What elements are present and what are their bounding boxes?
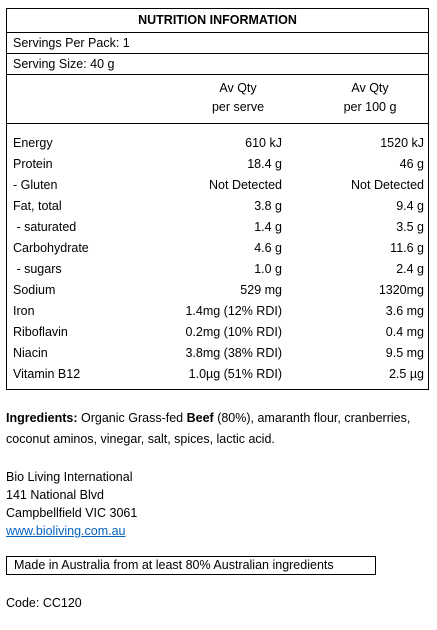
company-name: Bio Living International: [6, 470, 133, 484]
nutrient-row: - sugars 1.0 g 2.4 g: [7, 259, 428, 280]
per-100g-value: 3.5 g: [396, 220, 424, 234]
website-link[interactable]: www.bioliving.com.au: [6, 524, 126, 538]
nutrient-row: - saturated 1.4 g 3.5 g: [7, 217, 428, 238]
nutrient-name: Vitamin B12: [13, 367, 81, 381]
ingredients-highlight: Beef: [186, 411, 214, 425]
company-address: Bio Living International 141 National Bl…: [6, 468, 137, 540]
per-100g-value: Not Detected: [351, 178, 424, 192]
column-header-per-serve: Av Qty per serve: [192, 79, 284, 117]
nutrient-rows: Energy 610 kJ 1520 kJ Protein 18.4 g 46 g - …: [7, 124, 428, 385]
per-serve-value: 18.4 g: [247, 157, 282, 171]
street-address: 141 National Blvd: [6, 488, 104, 502]
column-header-line2: per serve: [211, 100, 265, 114]
nutrient-name: Energy: [13, 136, 53, 150]
nutrient-name: Sodium: [13, 283, 56, 297]
nutrient-name: Niacin: [13, 346, 48, 360]
per-serve-value: 1.4 g: [254, 220, 282, 234]
nutrient-name: Carbohydrate: [13, 241, 89, 255]
column-header-per-100g: Av Qty per 100 g: [325, 79, 415, 117]
nutrient-name: - saturated: [13, 220, 77, 234]
per-serve-value: 1.0µg (51% RDI): [188, 367, 282, 381]
per-serve-value: 3.8mg (38% RDI): [185, 346, 282, 360]
per-serve-value: 4.6 g: [254, 241, 282, 255]
per-serve-value: 3.8 g: [254, 199, 282, 213]
per-serve-value: 1.4mg (12% RDI): [185, 304, 282, 318]
nutrient-name: Fat, total: [13, 199, 62, 213]
nutrient-name: - Gluten: [13, 178, 58, 192]
per-100g-value: 9.5 mg: [385, 346, 424, 360]
nutrient-name: Iron: [13, 304, 35, 318]
per-serve-value: 1.0 g: [254, 262, 282, 276]
nutrient-row: Riboflavin 0.2mg (10% RDI) 0.4 mg: [7, 322, 428, 343]
per-100g-value: 46 g: [399, 157, 424, 171]
nutrient-row: Vitamin B12 1.0µg (51% RDI) 2.5 µg: [7, 364, 428, 385]
per-serve-value: 529 mg: [240, 283, 282, 297]
per-100g-value: 2.4 g: [396, 262, 424, 276]
origin-statement-box: Made in Australia from at least 80% Aust…: [6, 556, 376, 575]
column-headers: Av Qty per serve Av Qty per 100 g: [7, 75, 428, 124]
ingredients-text-after: (80%), amaranth flour, cranberries, coco…: [6, 411, 411, 446]
ingredients-label: Ingredients:: [6, 411, 78, 425]
servings-per-pack: Servings Per Pack: 1: [7, 33, 428, 54]
ingredients-statement: Ingredients: Organic Grass-fed Beef (80%…: [6, 408, 426, 450]
nutrient-row: Sodium 529 mg 1320mg: [7, 280, 428, 301]
per-100g-value: 3.6 mg: [385, 304, 424, 318]
nutrition-panel: NUTRITION INFORMATION Servings Per Pack:…: [6, 8, 429, 390]
nutrient-row: Iron 1.4mg (12% RDI) 3.6 mg: [7, 301, 428, 322]
panel-title: NUTRITION INFORMATION: [7, 9, 428, 33]
per-100g-value: 11.6 g: [390, 241, 424, 255]
serving-size: Serving Size: 40 g: [7, 54, 428, 75]
per-serve-value: 610 kJ: [245, 136, 282, 150]
nutrient-name: - sugars: [13, 262, 62, 276]
nutrient-name: Protein: [13, 157, 53, 171]
per-100g-value: 2.5 µg: [388, 367, 424, 381]
column-header-line2: per 100 g: [343, 100, 397, 114]
ingredients-text-before: Organic Grass-fed: [77, 411, 187, 425]
nutrient-row: Protein 18.4 g 46 g: [7, 154, 428, 175]
nutrient-row: Niacin 3.8mg (38% RDI) 9.5 mg: [7, 343, 428, 364]
column-header-line1: Av Qty: [219, 81, 257, 95]
city-address: Campbellfield VIC 3061: [6, 506, 138, 520]
nutrient-row: Fat, total 3.8 g 9.4 g: [7, 196, 428, 217]
nutrient-row: Carbohydrate 4.6 g 11.6 g: [7, 238, 428, 259]
nutrient-row: Energy 610 kJ 1520 kJ: [7, 133, 428, 154]
per-100g-value: 1320mg: [378, 283, 424, 297]
per-100g-value: 0.4 mg: [385, 325, 424, 339]
per-serve-value: Not Detected: [209, 178, 282, 192]
per-serve-value: 0.2mg (10% RDI): [185, 325, 282, 339]
nutrient-name: Riboflavin: [13, 325, 68, 339]
column-header-line1: Av Qty: [351, 81, 389, 95]
product-code: Code: CC120: [6, 596, 82, 610]
per-100g-value: 1520 kJ: [380, 136, 424, 150]
nutrient-row: - Gluten Not Detected Not Detected: [7, 175, 428, 196]
per-100g-value: 9.4 g: [396, 199, 424, 213]
